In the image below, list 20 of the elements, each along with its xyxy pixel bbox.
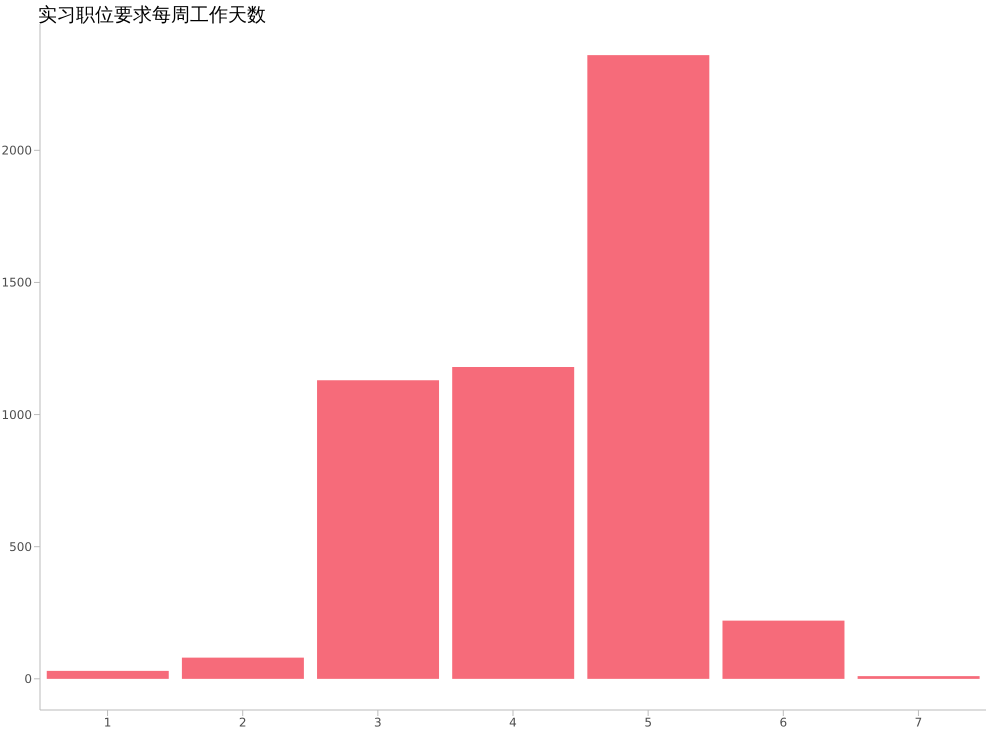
x-tick-label: 3 [374, 716, 382, 730]
y-tick-label: 500 [9, 540, 32, 554]
y-tick-label: 1500 [1, 276, 32, 290]
y-tick-label: 1000 [1, 408, 32, 422]
x-tick-label: 5 [644, 716, 652, 730]
bar [46, 670, 169, 679]
bar [452, 367, 574, 679]
x-tick-label: 4 [509, 716, 517, 730]
x-tick-label: 1 [104, 716, 112, 730]
bar [182, 658, 304, 679]
x-tick-label: 7 [914, 716, 922, 730]
bar [722, 620, 844, 679]
y-tick-label: 0 [24, 672, 32, 686]
bar [858, 676, 980, 679]
chart-title: 实习职位要求每周工作天数 [38, 3, 267, 26]
y-tick-label: 2000 [1, 144, 32, 158]
bar [317, 380, 440, 679]
x-tick-label: 6 [779, 716, 788, 730]
bar [587, 55, 710, 679]
x-tick-label: 2 [238, 716, 247, 730]
